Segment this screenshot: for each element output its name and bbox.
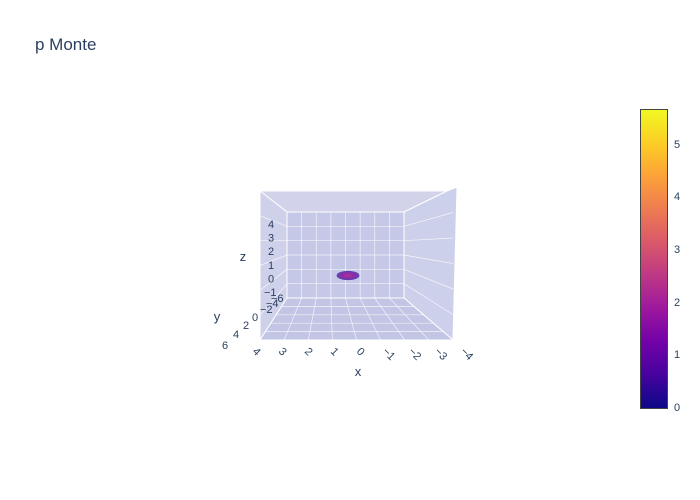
x-tick-label: −1	[380, 346, 397, 363]
y-tick-label: −6	[271, 293, 284, 305]
y-tick-label: 0	[252, 312, 258, 324]
y-tick-label: 4	[233, 329, 239, 341]
colorbar-tick-label: 5	[674, 138, 681, 151]
y-tick-label: −2	[260, 304, 273, 316]
colorbar-tick-label: 2	[674, 296, 681, 309]
colorbar-tick-label: 1	[674, 349, 681, 362]
surface-trace[interactable]	[336, 270, 360, 281]
floor	[259, 297, 455, 341]
x-tick-label: 4	[250, 346, 263, 359]
x-axis-title: x	[355, 364, 362, 379]
x-tick-label: −3	[432, 346, 449, 363]
chart-title: p Monte	[35, 35, 97, 54]
z-tick-label: 1	[268, 260, 274, 272]
x-tick-label: 3	[276, 346, 289, 359]
y-tick-label: 6	[222, 340, 228, 352]
z-tick-label: −1	[264, 287, 277, 299]
colorbar	[640, 109, 668, 409]
x-tick-label: −2	[406, 346, 423, 363]
y-axis-title: y	[214, 309, 221, 324]
grid-lines	[259, 212, 454, 341]
z-axis-title: z	[240, 249, 247, 264]
y-tick-label: −4	[266, 298, 279, 310]
z-tick-label: 0	[268, 273, 274, 285]
colorbar-tick-label: 3	[674, 244, 681, 257]
colorbar-tick-label: 4	[674, 191, 681, 204]
x-tick-label: −4	[458, 346, 475, 363]
x-tick-label: 0	[354, 346, 367, 359]
y-tick-label: 2	[243, 320, 249, 332]
z-tick-label: 3	[268, 233, 274, 245]
z-tick-label: 4	[268, 219, 274, 231]
x-tick-label: 1	[328, 346, 341, 359]
x-tick-label: 2	[302, 346, 315, 359]
z-tick-label: 2	[268, 246, 274, 258]
colorbar-tick-label: 0	[674, 402, 681, 414]
